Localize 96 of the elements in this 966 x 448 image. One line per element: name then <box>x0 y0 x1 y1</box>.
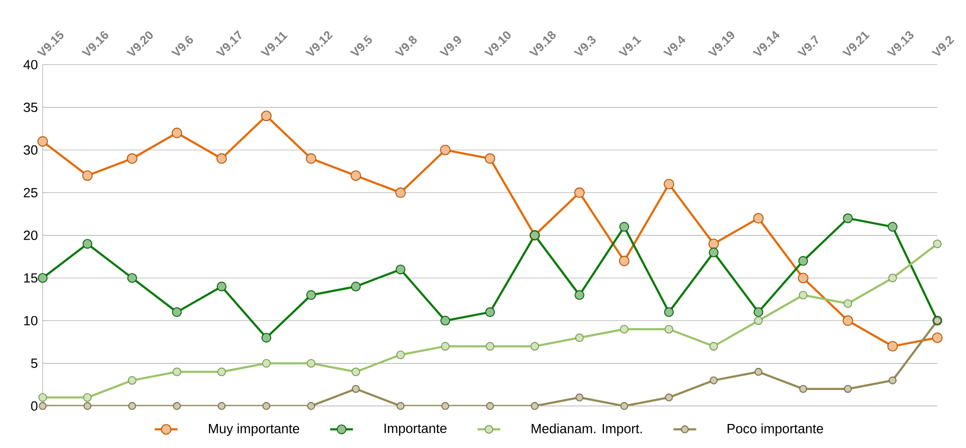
point <box>575 333 584 342</box>
x-tick-label: V9.9 <box>439 36 462 56</box>
point <box>262 358 271 368</box>
point <box>620 324 629 334</box>
point <box>888 376 897 384</box>
point <box>618 256 630 266</box>
point <box>664 307 674 317</box>
point <box>217 368 226 376</box>
point <box>82 238 92 249</box>
legend-label: Importante <box>384 424 446 436</box>
point <box>486 342 494 351</box>
point <box>38 273 48 283</box>
point <box>754 368 762 376</box>
point <box>307 402 316 410</box>
point <box>126 153 138 164</box>
point <box>350 282 361 292</box>
y-tick-label: 15 <box>24 273 38 283</box>
y-tick-label: 0 <box>31 401 38 411</box>
point <box>261 110 272 122</box>
point <box>486 402 494 410</box>
point <box>530 402 539 410</box>
point <box>844 299 852 308</box>
point <box>708 248 719 258</box>
point <box>306 153 316 164</box>
legend-label: Muy importante <box>208 424 300 436</box>
point <box>665 394 673 402</box>
y-tick-label: 40 <box>23 60 38 70</box>
point <box>172 368 182 376</box>
point <box>576 394 584 402</box>
point <box>127 273 138 283</box>
point <box>888 222 898 232</box>
point <box>530 342 540 351</box>
point <box>798 290 808 300</box>
point <box>38 402 47 410</box>
point <box>172 128 182 138</box>
point <box>82 170 93 181</box>
point <box>754 316 763 325</box>
point <box>37 136 48 147</box>
x-tick-label: V9.3 <box>574 36 596 56</box>
point <box>216 282 226 292</box>
point <box>574 187 585 198</box>
x-tick-label: V9.1 <box>618 36 642 56</box>
point <box>664 178 674 190</box>
point <box>218 402 226 410</box>
point <box>799 384 808 393</box>
legend-label: Medianam. Import. <box>532 424 642 436</box>
point <box>396 402 404 410</box>
point <box>753 212 764 224</box>
point <box>350 170 362 181</box>
point <box>710 376 718 384</box>
point <box>440 316 450 326</box>
point <box>485 307 495 317</box>
point <box>306 290 316 300</box>
point <box>440 342 450 351</box>
y-tick-label: 10 <box>24 316 38 326</box>
point <box>396 264 406 274</box>
point <box>798 272 808 284</box>
point <box>441 402 450 410</box>
y-tick-label: 35 <box>24 102 38 112</box>
y-tick-label: 30 <box>24 145 38 155</box>
y-tick-label: 25 <box>24 188 38 198</box>
point <box>83 393 92 402</box>
point <box>352 384 360 393</box>
point <box>664 324 674 334</box>
point <box>172 402 181 410</box>
point <box>396 350 405 360</box>
point <box>261 332 272 343</box>
point <box>216 153 227 164</box>
point <box>932 332 943 343</box>
point <box>395 187 406 198</box>
point <box>262 402 270 410</box>
point <box>843 213 853 224</box>
point <box>842 315 854 326</box>
point <box>172 307 182 317</box>
point <box>754 307 764 317</box>
point <box>619 222 630 232</box>
point <box>484 153 496 164</box>
y-tick-label: 5 <box>31 358 38 368</box>
point <box>798 256 808 266</box>
point <box>933 240 942 248</box>
point <box>306 358 316 368</box>
legend-label: Poco importante <box>728 424 824 436</box>
point <box>620 402 628 410</box>
point <box>708 238 719 250</box>
point <box>709 342 718 351</box>
point <box>83 402 92 410</box>
y-tick-label: 20 <box>24 230 38 240</box>
point <box>574 290 584 300</box>
point <box>38 393 48 402</box>
point <box>351 368 360 376</box>
point <box>888 274 897 282</box>
point <box>128 376 136 385</box>
point <box>844 384 852 393</box>
point <box>440 144 451 156</box>
point <box>887 340 898 352</box>
point <box>128 402 136 410</box>
